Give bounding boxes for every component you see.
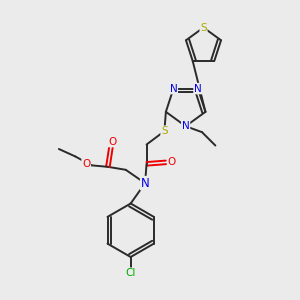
Text: O: O xyxy=(108,136,116,147)
Text: S: S xyxy=(161,126,168,136)
Text: N: N xyxy=(194,84,202,94)
Text: N: N xyxy=(182,121,190,131)
Text: N: N xyxy=(169,84,177,94)
Text: O: O xyxy=(168,158,176,167)
Text: O: O xyxy=(82,159,90,169)
Text: S: S xyxy=(200,22,207,32)
Text: N: N xyxy=(141,177,149,190)
Text: Cl: Cl xyxy=(125,268,136,278)
